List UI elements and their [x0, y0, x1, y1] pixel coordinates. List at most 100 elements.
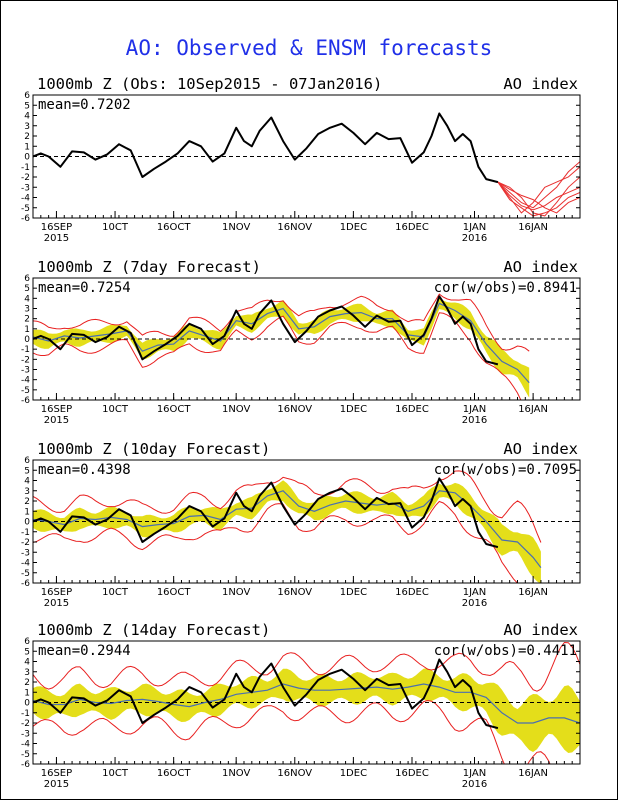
chart-panel-3: 1000mb Z (10day Forecast) AO index mean=0.… [21, 440, 581, 609]
x-tick-year-label: 2015 [44, 598, 69, 609]
x-tick-year-label: 2016 [462, 779, 487, 790]
y-tick-label: -1 [21, 709, 30, 719]
chart-index-label: AO index [503, 440, 578, 458]
x-tick-label: 10CT [102, 404, 129, 415]
x-tick-label: 1DEC [340, 768, 367, 779]
y-tick-label: -3 [21, 183, 30, 193]
correlation-label: cor(w/obs)=0.7095 [434, 462, 577, 478]
observed-line [33, 658, 499, 730]
x-tick-label: 1JAN [463, 222, 486, 233]
forecast-lower-envelope [33, 312, 522, 400]
y-tick-label: 2 [24, 678, 30, 688]
x-tick-label: 16OCT [157, 222, 192, 233]
plot-area [33, 470, 580, 583]
y-tick-label: -6 [21, 579, 30, 589]
chart-index-label: AO index [503, 258, 578, 276]
x-tick-label: 16DEC [395, 404, 429, 415]
x-tick-label: 16OCT [157, 404, 192, 415]
chart-title: 1000mb Z (Obs: 10Sep2015 - 07Jan2016) [37, 75, 382, 93]
y-tick-label: -4 [21, 194, 30, 204]
observed-line [33, 112, 499, 184]
y-tick-label: 6 [24, 274, 30, 284]
x-tick-label: 16SEP [41, 222, 72, 233]
y-tick-label: 4 [24, 112, 30, 122]
y-tick-label: -5 [21, 569, 30, 579]
plot-area [33, 293, 580, 400]
correlation-label: cor(w/obs)=0.4411 [434, 643, 577, 659]
y-tick-label: 2 [24, 315, 30, 325]
ensemble-member-line [497, 161, 580, 209]
chart-title: 1000mb Z (7day Forecast) [37, 258, 261, 276]
y-tick-label: 6 [24, 91, 30, 101]
y-tick-label: 5 [24, 284, 30, 294]
ensemble-member-line [497, 181, 580, 211]
x-tick-label: 1DEC [340, 222, 367, 233]
plot-area [33, 641, 580, 764]
x-tick-label: 16JAN [518, 587, 548, 598]
x-tick-label: 16OCT [157, 587, 192, 598]
chart-panel-1: 1000mb Z (Obs: 10Sep2015 - 07Jan2016) AO … [21, 75, 581, 244]
x-tick-label: 16DEC [395, 587, 429, 598]
x-tick-label: 1JAN [463, 404, 486, 415]
x-tick-label: 1DEC [340, 404, 367, 415]
x-tick-label: 16SEP [41, 768, 72, 779]
x-tick-label: 16NOV [277, 587, 312, 598]
x-tick-label: 16DEC [395, 222, 429, 233]
y-tick-label: -5 [21, 750, 30, 760]
x-tick-year-label: 2016 [462, 233, 487, 244]
figure-title: AO: Observed & ENSM forecasts [125, 36, 493, 60]
y-tick-label: 0 [24, 335, 30, 345]
correlation-label: cor(w/obs)=0.8941 [434, 280, 577, 296]
chart-index-label: AO index [503, 621, 578, 639]
y-tick-label: 6 [24, 456, 30, 466]
y-tick-label: -5 [21, 204, 30, 214]
forecast-upper-envelope [33, 470, 542, 543]
y-tick-label: 3 [24, 487, 30, 497]
y-tick-label: 4 [24, 658, 30, 668]
forecast-spread-band [33, 480, 541, 583]
x-tick-label: 16NOV [277, 222, 312, 233]
forecast-mean-line [33, 302, 530, 384]
x-tick-label: 10CT [102, 222, 129, 233]
y-tick-label: -1 [21, 528, 30, 538]
y-tick-label: 5 [24, 466, 30, 476]
y-tick-label: -6 [21, 396, 30, 406]
y-tick-label: -2 [21, 173, 30, 183]
x-tick-label: 1JAN [463, 587, 486, 598]
mean-label: mean=0.7202 [38, 97, 131, 113]
x-tick-label: 16SEP [41, 404, 72, 415]
y-tick-label: -1 [21, 345, 30, 355]
x-tick-label: 16JAN [518, 404, 548, 415]
y-tick-label: -2 [21, 538, 30, 548]
x-tick-year-label: 2015 [44, 233, 69, 244]
y-tick-label: -3 [21, 548, 30, 558]
forecast-upper-envelope [33, 641, 580, 692]
y-tick-label: 3 [24, 305, 30, 315]
y-tick-label: -2 [21, 355, 30, 365]
y-tick-label: 2 [24, 497, 30, 507]
x-tick-label: 16DEC [395, 768, 429, 779]
plot-area [33, 112, 580, 217]
y-tick-label: 1 [24, 142, 30, 152]
forecast-upper-envelope [33, 293, 530, 352]
y-tick-label: 4 [24, 294, 30, 304]
y-tick-label: 0 [24, 699, 30, 709]
y-tick-label: -1 [21, 163, 30, 173]
ensemble-member-line [497, 181, 580, 214]
forecast-mean-line [33, 683, 580, 724]
x-tick-label: 1DEC [340, 587, 367, 598]
x-tick-label: 1NOV [222, 768, 251, 779]
y-tick-label: 1 [24, 507, 30, 517]
y-tick-label: -3 [21, 366, 30, 376]
y-tick-label: 0 [24, 153, 30, 163]
y-tick-label: -4 [21, 376, 30, 386]
x-tick-label: 1JAN [463, 768, 486, 779]
x-tick-label: 16NOV [277, 768, 312, 779]
forecast-spread-band [33, 668, 580, 753]
x-tick-label: 1NOV [222, 404, 251, 415]
x-tick-label: 1NOV [222, 587, 251, 598]
forecast-spread-band [33, 297, 530, 398]
y-tick-label: 3 [24, 668, 30, 678]
y-tick-label: 1 [24, 688, 30, 698]
